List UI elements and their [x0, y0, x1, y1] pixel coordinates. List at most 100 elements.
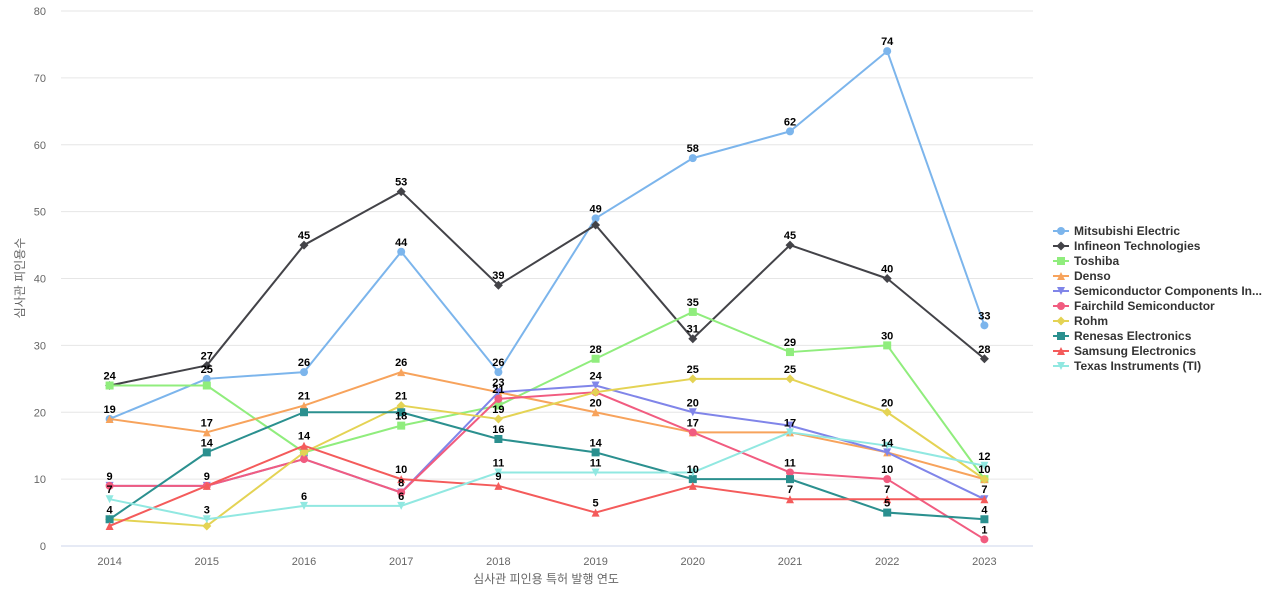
legend-item-mitsubishi-electric[interactable]: Mitsubishi Electric [1053, 224, 1180, 238]
data-point [493, 280, 503, 290]
data-point [493, 414, 503, 424]
data-labels: 2419974272517149345262114653442621181086… [103, 36, 990, 536]
x-tick-label: 2021 [778, 556, 802, 568]
data-point [786, 468, 794, 477]
data-label: 11 [784, 457, 796, 469]
data-label: 28 [978, 344, 990, 356]
series-line [109, 377, 985, 527]
data-point [105, 481, 114, 490]
data-label: 62 [784, 116, 796, 128]
data-point [591, 408, 600, 417]
data-point [105, 414, 114, 423]
series-fairchild-semiconductor [105, 388, 989, 544]
data-point [105, 381, 114, 390]
data-point [882, 274, 892, 283]
legend-label: Rohm [1074, 314, 1108, 328]
data-point [202, 381, 211, 390]
x-axis-title: 심사관 피인용 특허 발행 연도 [473, 571, 619, 586]
data-label: 44 [395, 237, 408, 249]
data-label: 16 [492, 424, 504, 436]
series-line [109, 50, 986, 420]
x-tick-label: 2015 [195, 556, 219, 568]
data-point [883, 475, 892, 484]
data-point [883, 441, 892, 450]
data-label: 20 [881, 397, 893, 409]
legend-symbol [1056, 241, 1066, 251]
data-label: 29 [784, 337, 796, 349]
series-line [109, 371, 985, 481]
data-label: 40 [881, 264, 893, 276]
legend-item-denso[interactable]: Denso [1053, 269, 1111, 283]
data-label: 11 [590, 457, 602, 469]
data-point [397, 488, 406, 497]
legend-item-infineon-technologies[interactable]: Infineon Technologies [1053, 239, 1201, 253]
data-point [786, 127, 794, 136]
data-point [980, 495, 989, 504]
data-point [591, 354, 600, 363]
data-label: 10 [395, 464, 407, 476]
legend-item-fairchild-semiconductor[interactable]: Fairchild Semiconductor [1053, 299, 1215, 313]
legend-item-toshiba[interactable]: Toshiba [1053, 254, 1119, 268]
data-point [396, 401, 406, 411]
legend-item-semiconductor-components-in[interactable]: Semiconductor Components In... [1053, 284, 1262, 298]
x-tick-label: 2016 [292, 556, 316, 568]
series-denso [105, 368, 989, 484]
data-point [688, 481, 697, 490]
data-label: 17 [687, 417, 699, 429]
data-point [979, 474, 989, 484]
x-tick-label: 2023 [972, 556, 996, 568]
data-point [979, 354, 989, 364]
legend-label: Semiconductor Components In... [1074, 284, 1262, 298]
series-texas-instruments-ti [105, 428, 989, 524]
data-label: 5 [884, 498, 890, 510]
legend-item-rohm[interactable]: Rohm [1053, 314, 1108, 328]
data-point [105, 515, 114, 524]
data-point [786, 428, 794, 437]
data-point [688, 374, 698, 384]
data-point [397, 368, 406, 377]
data-point [105, 495, 114, 504]
x-axis: 2014 2015 2016 2017 2018 2019 2020 2021 2022 2023 [61, 545, 1033, 568]
data-label: 31 [687, 324, 699, 336]
data-label: 74 [881, 36, 894, 48]
data-point [785, 240, 795, 250]
x-tick-label: 2019 [583, 556, 607, 568]
data-label: 14 [881, 437, 894, 449]
data-point [591, 214, 600, 223]
data-point [688, 475, 697, 484]
data-point [494, 481, 503, 490]
data-label: 20 [589, 397, 601, 409]
data-point [494, 368, 503, 377]
series-lines [105, 47, 989, 544]
data-label: 3 [204, 504, 210, 516]
data-point [300, 441, 308, 450]
data-label: 7 [787, 484, 793, 496]
legend-symbol [1057, 362, 1065, 370]
series-mitsubishi-electric [105, 47, 989, 423]
data-point [980, 535, 989, 544]
data-label: 24 [103, 371, 116, 383]
legend-item-renesas-electronics[interactable]: Renesas Electronics [1053, 329, 1192, 343]
data-label: 28 [589, 344, 601, 356]
data-label: 21 [395, 391, 407, 403]
data-label: 21 [492, 384, 504, 396]
legend-item-texas-instruments-ti[interactable]: Texas Instruments (TI) [1053, 359, 1201, 373]
data-label: 6 [301, 491, 307, 503]
data-label: 7 [884, 484, 890, 496]
legend-symbol [1057, 332, 1065, 340]
data-point [688, 468, 697, 477]
data-point [494, 388, 503, 397]
data-label: 12 [978, 451, 990, 463]
data-point [883, 448, 892, 457]
legend-label: Toshiba [1074, 254, 1119, 268]
data-label: 6 [398, 491, 404, 503]
data-point [688, 334, 698, 344]
legend-item-samsung-electronics[interactable]: Samsung Electronics [1053, 344, 1196, 358]
data-label: 39 [492, 270, 504, 282]
data-point [202, 481, 211, 490]
data-label: 25 [201, 364, 213, 376]
data-label: 45 [298, 230, 310, 242]
data-point [688, 408, 697, 417]
y-axis-title: 심사관 피인용수 [13, 238, 27, 319]
data-label: 21 [298, 391, 310, 403]
